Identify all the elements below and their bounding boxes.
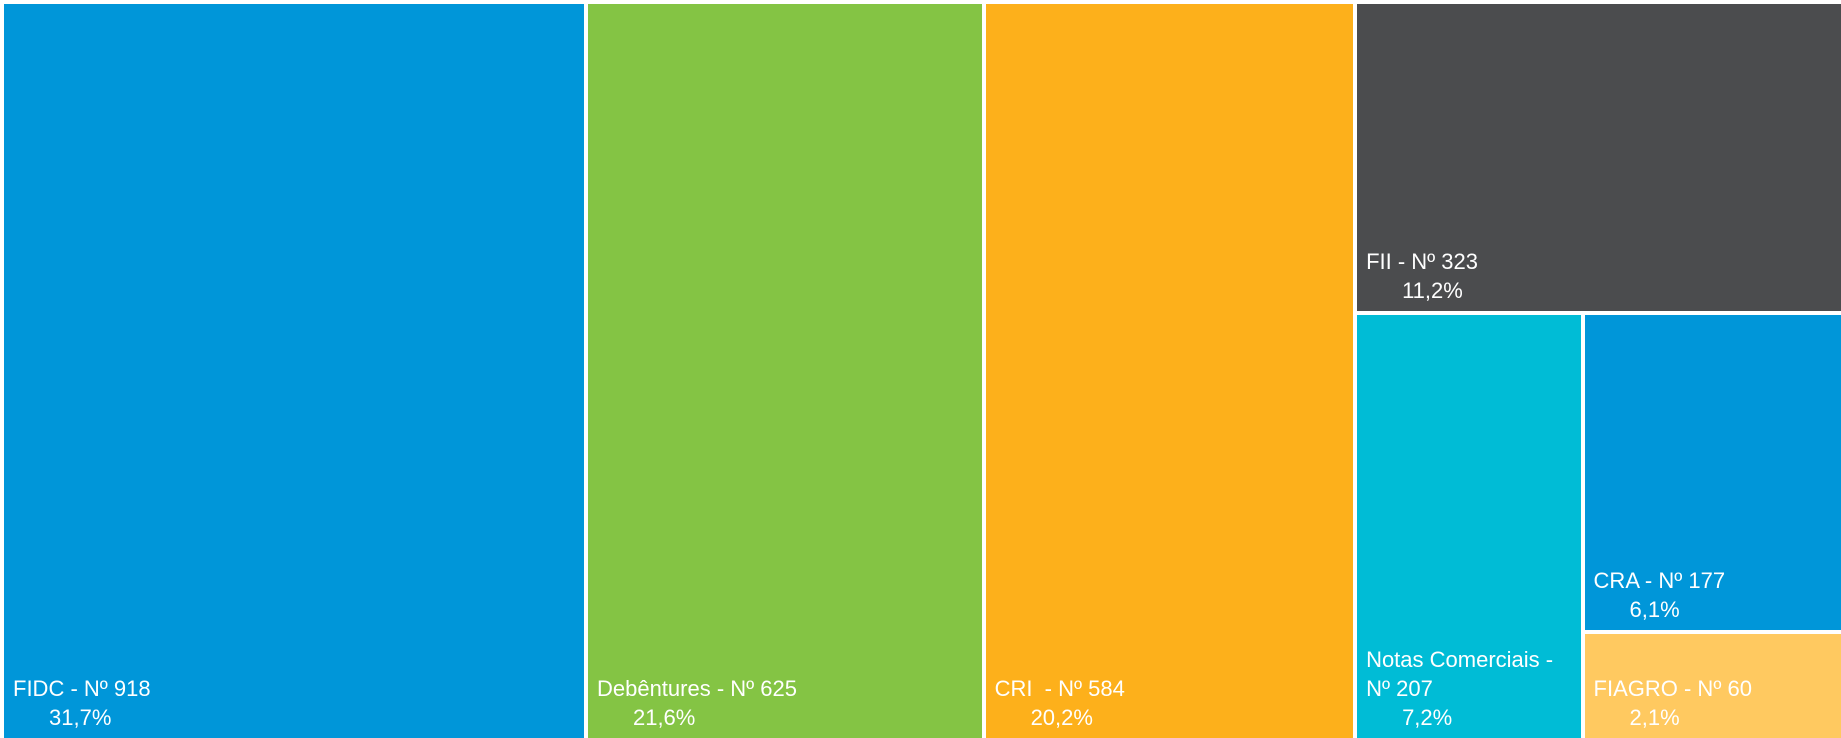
treemap-tile-cri: CRI - Nº 584 20,2% xyxy=(985,4,1354,738)
tile-percent-label: 31,7% xyxy=(49,705,112,730)
tile-percent-label: 6,1% xyxy=(1629,596,1680,622)
tile-label: CRI - Nº 584 20,2% xyxy=(986,674,1354,738)
treemap-tile-fiagro: FIAGRO - Nº 60 2,1% xyxy=(1584,633,1841,738)
tile-percent-label: 20,2% xyxy=(1030,705,1093,730)
treemap-tile-notas-comerciais: Notas Comerciais - Nº 207 7,2% xyxy=(1357,314,1581,738)
tile-name-label: FII - Nº 323 xyxy=(1366,248,1479,274)
treemap-tile-fidc: FIDC - Nº 918 31,7% xyxy=(4,4,584,738)
tile-label: FIAGRO - Nº 60 2,1% xyxy=(1585,674,1841,738)
tile-label: Debêntures - Nº 625 21,6% xyxy=(588,674,982,738)
tile-percent-label: 7,2% xyxy=(1402,704,1453,730)
tile-name-label: FIDC - Nº 918 xyxy=(13,676,151,701)
tile-name-label: CRA - Nº 177 xyxy=(1593,567,1726,593)
tile-percent-label: 21,6% xyxy=(632,705,696,730)
tile-label: FII - Nº 323 11,2% xyxy=(1357,247,1841,311)
tile-label: Notas Comerciais - Nº 207 7,2% xyxy=(1357,645,1580,738)
tile-name-label: Notas Comerciais - Nº 207 xyxy=(1366,646,1560,701)
tile-percent-label: 2,1% xyxy=(1629,704,1680,730)
tile-name-label: Debêntures - Nº 625 xyxy=(596,676,797,701)
tile-label: CRA - Nº 177 6,1% xyxy=(1585,566,1841,630)
tile-name-label: FIAGRO - Nº 60 xyxy=(1593,675,1752,701)
treemap-tile-cra: CRA - Nº 177 6,1% xyxy=(1584,314,1841,630)
tile-percent-label: 11,2% xyxy=(1402,277,1463,303)
tile-name-label: CRI - Nº 584 xyxy=(994,676,1125,701)
treemap-tile-deb-ntures: Debêntures - Nº 625 21,6% xyxy=(587,4,982,738)
treemap-tile-fii: FII - Nº 323 11,2% xyxy=(1357,4,1841,311)
tile-label: FIDC - Nº 918 31,7% xyxy=(4,674,584,738)
